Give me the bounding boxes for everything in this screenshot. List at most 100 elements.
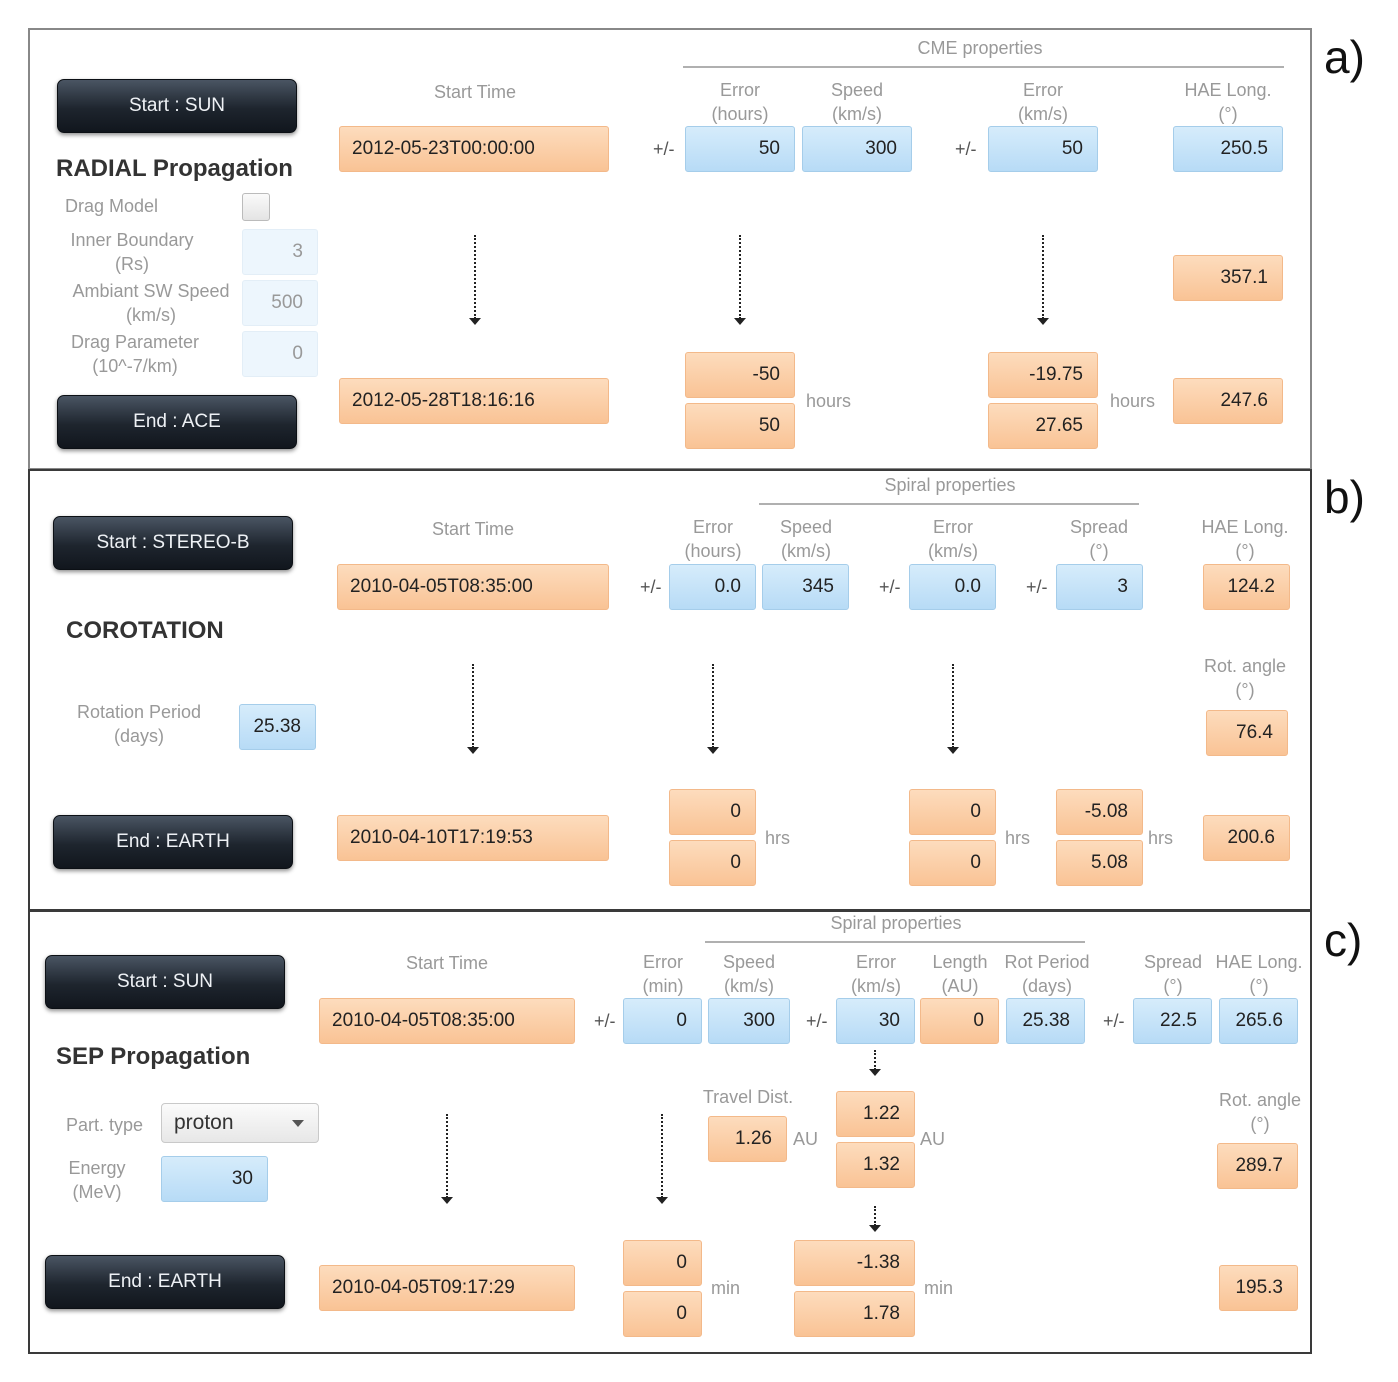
- error-hours-header: Error (hours): [684, 517, 742, 561]
- min-unit-label: min: [924, 1278, 954, 1298]
- inner-boundary-input[interactable]: 3: [242, 229, 318, 275]
- drag-model-label: Drag Model: [65, 196, 159, 216]
- out2-high-output: 1.78: [794, 1291, 915, 1337]
- speed-header: Speed (km/s): [779, 517, 833, 561]
- plus-minus-label: +/-: [1103, 1011, 1125, 1031]
- start-time-input[interactable]: 2012-05-23T00:00:00: [339, 126, 609, 172]
- down-arrow-icon: [469, 235, 481, 325]
- spiral-properties-divider: [705, 941, 1085, 943]
- hours-unit-label: hours: [806, 391, 852, 411]
- au-unit-label: AU: [793, 1129, 819, 1149]
- drag-parameter-label: Drag Parameter (10^-7/km): [70, 332, 200, 376]
- plus-minus-label: +/-: [879, 577, 901, 597]
- speed-header: Speed (km/s): [830, 80, 884, 124]
- drag-model-checkbox[interactable]: [242, 193, 270, 221]
- travel-dist-header: Travel Dist.: [702, 1087, 794, 1107]
- sep-propagation-title: SEP Propagation: [56, 1043, 251, 1070]
- down-arrow-icon: [467, 664, 479, 754]
- out1-low-output: 0: [623, 1240, 702, 1286]
- au-unit-label: AU: [920, 1129, 946, 1149]
- error-kms-header: Error (km/s): [1018, 80, 1068, 124]
- drag-parameter-input[interactable]: 0: [242, 331, 318, 377]
- hae-longitude-header: HAE Long. (°): [1184, 80, 1272, 124]
- speed-input[interactable]: 300: [802, 126, 912, 172]
- start-time-input[interactable]: 2010-04-05T08:35:00: [337, 564, 609, 610]
- rotation-period-label: Rotation Period (days): [76, 702, 202, 746]
- plus-minus-label: +/-: [806, 1011, 828, 1031]
- spiral-properties-header: Spiral properties: [884, 475, 1016, 495]
- speed-input[interactable]: 300: [708, 998, 790, 1044]
- speed-input[interactable]: 345: [762, 564, 849, 610]
- start-sun-button[interactable]: Start : SUN: [57, 79, 297, 133]
- hrs-unit-label: hrs: [765, 828, 791, 848]
- hae-longitude-header: HAE Long. (°): [1215, 952, 1303, 996]
- hrs-unit-label: hrs: [1148, 828, 1174, 848]
- error-kms-input[interactable]: 50: [988, 126, 1098, 172]
- speed-header: Speed (km/s): [722, 952, 776, 996]
- radial-propagation-title: RADIAL Propagation: [56, 155, 293, 182]
- arrival-error-high-output: 50: [685, 403, 795, 449]
- down-arrow-icon: [869, 1206, 881, 1232]
- panel-label-a: a): [1324, 31, 1365, 83]
- mid-hae-longitude-output: 357.1: [1173, 255, 1283, 301]
- start-time-input[interactable]: 2010-04-05T08:35:00: [319, 998, 575, 1044]
- end-earth-button[interactable]: End : EARTH: [53, 815, 293, 869]
- hae-longitude-input[interactable]: 250.5: [1173, 126, 1283, 172]
- error-kms-input[interactable]: 30: [836, 998, 915, 1044]
- rot-angle-output: 76.4: [1206, 710, 1288, 756]
- error-kms-header: Error (km/s): [851, 952, 901, 996]
- out2-high-output: 0: [909, 840, 996, 886]
- out3-high-output: 5.08: [1056, 840, 1143, 886]
- error-hours-input[interactable]: 0.0: [669, 564, 756, 610]
- hae-longitude-output: 124.2: [1203, 564, 1290, 610]
- spiral-properties-header: Spiral properties: [830, 913, 962, 933]
- out1-low-output: 0: [669, 789, 756, 835]
- rot-angle-header: Rot. angle (°): [1218, 1090, 1302, 1134]
- hrs-unit-label: hrs: [1005, 828, 1031, 848]
- end-earth-button[interactable]: End : EARTH: [45, 1255, 285, 1309]
- rotation-period-input[interactable]: 25.38: [239, 704, 316, 750]
- arrival-error-low-output: -50: [685, 352, 795, 398]
- particle-type-label: Part. type: [66, 1115, 144, 1135]
- end-hae-longitude-output: 195.3: [1219, 1265, 1298, 1311]
- start-time-header: Start Time: [431, 519, 515, 539]
- speed-error-high-output: 27.65: [988, 403, 1098, 449]
- error-hours-input[interactable]: 50: [685, 126, 795, 172]
- corotation-title: COROTATION: [66, 617, 224, 644]
- start-sun-button[interactable]: Start : SUN: [45, 955, 285, 1009]
- start-stereo-b-button[interactable]: Start : STEREO-B: [53, 516, 293, 570]
- rot-angle-header: Rot. angle (°): [1203, 656, 1287, 700]
- travel-dist-output: 1.26: [708, 1116, 787, 1162]
- out1-high-output: 0: [669, 840, 756, 886]
- end-time-output: 2010-04-10T17:19:53: [337, 815, 609, 861]
- hae-longitude-input[interactable]: 265.6: [1219, 998, 1298, 1044]
- end-time-output: 2012-05-28T18:16:16: [339, 378, 609, 424]
- error-min-input[interactable]: 0: [623, 998, 702, 1044]
- rot-period-header: Rot Period (days): [1004, 952, 1090, 996]
- hours-unit-label: hours: [1110, 391, 1156, 411]
- start-time-header: Start Time: [433, 82, 517, 102]
- cme-properties-divider: [683, 66, 1284, 68]
- down-arrow-icon: [1037, 235, 1049, 325]
- energy-label: Energy (MeV): [68, 1158, 126, 1202]
- plus-minus-label: +/-: [594, 1011, 616, 1031]
- down-arrow-icon: [869, 1050, 881, 1076]
- rot-period-input[interactable]: 25.38: [1006, 998, 1085, 1044]
- down-arrow-icon: [734, 235, 746, 325]
- sw-speed-input[interactable]: 500: [242, 280, 318, 326]
- hae-longitude-header: HAE Long. (°): [1201, 517, 1289, 561]
- end-ace-button[interactable]: End : ACE: [57, 395, 297, 449]
- spiral-properties-divider: [759, 503, 1139, 505]
- plus-minus-label: +/-: [653, 139, 675, 159]
- energy-input[interactable]: 30: [161, 1156, 268, 1202]
- particle-type-select[interactable]: proton: [161, 1103, 319, 1143]
- out2-low-output: 0: [909, 789, 996, 835]
- error-kms-header: Error (km/s): [928, 517, 978, 561]
- plus-minus-label: +/-: [955, 139, 977, 159]
- error-kms-input[interactable]: 0.0: [909, 564, 996, 610]
- spread-input[interactable]: 22.5: [1133, 998, 1212, 1044]
- error-min-header: Error (min): [642, 952, 684, 996]
- plus-minus-label: +/-: [1026, 577, 1048, 597]
- length-header: Length (AU): [932, 952, 988, 996]
- spread-input[interactable]: 3: [1056, 564, 1143, 610]
